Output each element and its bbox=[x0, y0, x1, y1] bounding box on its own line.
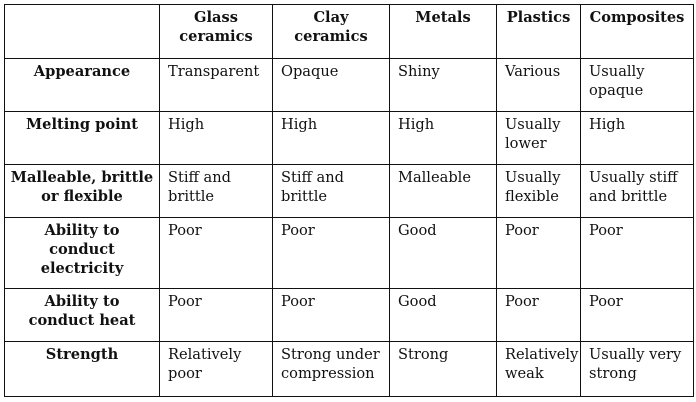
table-cell: Strong under compression bbox=[272, 341, 390, 397]
row-header-appearance: Appearance bbox=[4, 58, 160, 112]
table-cell: High bbox=[580, 111, 694, 165]
table-cell: Relatively poor bbox=[159, 341, 273, 397]
row-header-electrical-conductivity: Ability to conduct electricity bbox=[4, 217, 160, 289]
table-cell: Stiff and brittle bbox=[159, 164, 273, 218]
table-cell: Poor bbox=[580, 217, 694, 289]
column-header-composites: Composites bbox=[580, 4, 694, 59]
table-cell: High bbox=[272, 111, 390, 165]
table-row: Malleable, brittle or flexible Stiff and… bbox=[4, 164, 694, 218]
table-cell: High bbox=[159, 111, 273, 165]
column-header-metals: Metals bbox=[389, 4, 497, 59]
row-header-melting-point: Melting point bbox=[4, 111, 160, 165]
table-row: Melting point High High High Usually low… bbox=[4, 111, 694, 165]
table-row: Strength Relatively poor Strong under co… bbox=[4, 341, 694, 397]
row-header-malleability: Malleable, brittle or flexible bbox=[4, 164, 160, 218]
table-cell: Relatively weak bbox=[496, 341, 581, 397]
materials-properties-table: Glass ceramics Clay ceramics Metals Plas… bbox=[4, 4, 694, 397]
table-cell: Usually stiff and brittle bbox=[580, 164, 694, 218]
table-cell: Poor bbox=[496, 217, 581, 289]
table-cell: Various bbox=[496, 58, 581, 112]
table-cell: Usually very strong bbox=[580, 341, 694, 397]
table-row: Ability to conduct heat Poor Poor Good P… bbox=[4, 288, 694, 342]
table-cell: Malleable bbox=[389, 164, 497, 218]
table-row: Ability to conduct electricity Poor Poor… bbox=[4, 217, 694, 289]
row-header-strength: Strength bbox=[4, 341, 160, 397]
table-row: Appearance Transparent Opaque Shiny Vari… bbox=[4, 58, 694, 112]
table-cell: Poor bbox=[496, 288, 581, 342]
corner-cell bbox=[4, 4, 160, 59]
table-cell: Opaque bbox=[272, 58, 390, 112]
table-cell: Shiny bbox=[389, 58, 497, 112]
table-cell: Poor bbox=[159, 217, 273, 289]
table-cell: Poor bbox=[272, 217, 390, 289]
table-cell: Usually flexible bbox=[496, 164, 581, 218]
table-cell: Poor bbox=[580, 288, 694, 342]
column-header-plastics: Plastics bbox=[496, 4, 581, 59]
table-cell: Strong bbox=[389, 341, 497, 397]
table-cell: Usually lower bbox=[496, 111, 581, 165]
table-cell: Usually opaque bbox=[580, 58, 694, 112]
header-row: Glass ceramics Clay ceramics Metals Plas… bbox=[4, 4, 694, 59]
column-header-glass-ceramics: Glass ceramics bbox=[159, 4, 273, 59]
row-header-heat-conductivity: Ability to conduct heat bbox=[4, 288, 160, 342]
table-cell: High bbox=[389, 111, 497, 165]
table-cell: Poor bbox=[159, 288, 273, 342]
table-cell: Transparent bbox=[159, 58, 273, 112]
table-cell: Stiff and brittle bbox=[272, 164, 390, 218]
column-header-clay-ceramics: Clay ceramics bbox=[272, 4, 390, 59]
table-cell: Good bbox=[389, 217, 497, 289]
table-cell: Poor bbox=[272, 288, 390, 342]
table-cell: Good bbox=[389, 288, 497, 342]
